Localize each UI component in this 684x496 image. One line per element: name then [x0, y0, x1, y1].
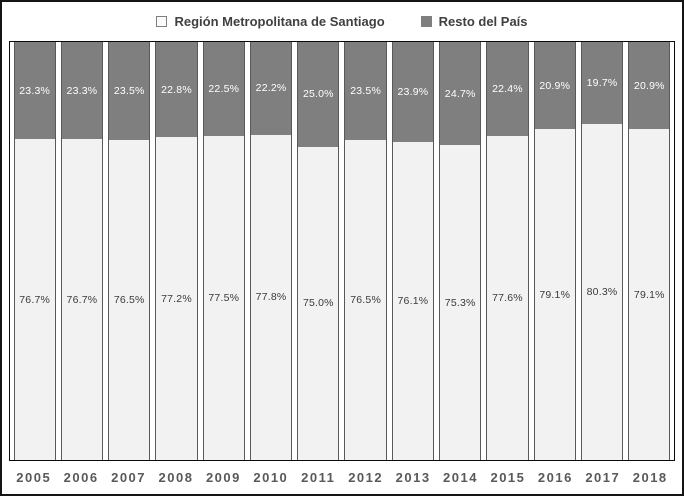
legend-swatch-light-icon — [156, 16, 168, 27]
bar-segment-region-metropolitana: 77.6% — [486, 135, 529, 460]
x-axis-label: 2013 — [395, 470, 431, 485]
bar-column: 22.8% 77.2% — [155, 42, 198, 460]
bar-segment-resto-del-pais: 22.4% — [486, 42, 529, 136]
plot-area: 23.3% 76.7% 23.3% 76.7% 23.5% 76.5% 22.8… — [9, 41, 675, 461]
bar-column: 22.5% 77.5% — [202, 42, 245, 460]
data-label-region-metropolitana: 77.2% — [161, 292, 192, 305]
data-label-region-metropolitana: 76.7% — [19, 293, 51, 306]
x-axis-label: 2015 — [490, 470, 526, 485]
x-axis-label: 2018 — [632, 470, 668, 485]
bar-segment-resto-del-pais: 20.9% — [533, 42, 576, 130]
bar-segment-resto-del-pais: 25.0% — [297, 42, 340, 147]
legend-item-resto-del-pais: Resto del País — [420, 14, 528, 29]
legend: Región Metropolitana de Santiago Resto d… — [2, 2, 682, 41]
data-label-region-metropolitana: 79.1% — [633, 288, 665, 301]
data-label-resto-del-pais: 22.5% — [208, 83, 240, 96]
bar-column: 20.9% 79.1% — [533, 42, 576, 460]
bar-segment-resto-del-pais: 22.2% — [249, 42, 293, 135]
data-label-resto-del-pais: 24.7% — [444, 87, 476, 100]
data-label-region-metropolitana: 77.8% — [255, 291, 287, 304]
x-axis-label: 2009 — [205, 470, 241, 485]
bar-segment-resto-del-pais: 24.7% — [439, 42, 482, 146]
bar-segment-region-metropolitana: 75.3% — [439, 145, 482, 460]
data-label-region-metropolitana: 76.1% — [397, 294, 429, 307]
data-label-resto-del-pais: 25.0% — [302, 88, 334, 101]
legend-label-resto-del-pais: Resto del País — [438, 14, 528, 29]
bar-segment-resto-del-pais: 23.3% — [13, 42, 56, 140]
bar-segment-region-metropolitana: 76.7% — [13, 139, 56, 460]
data-label-resto-del-pais: 23.3% — [66, 84, 98, 97]
bar-column: 20.9% 79.1% — [628, 42, 671, 460]
x-axis: 2005 2006 2007 2008 2009 2010 2011 2012 2013 2014… — [9, 461, 675, 494]
bar-segment-region-metropolitana: 80.3% — [580, 124, 624, 460]
bar-segment-region-metropolitana: 76.1% — [391, 141, 435, 460]
data-label-region-metropolitana: 75.3% — [444, 296, 476, 309]
data-label-resto-del-pais: 19.7% — [586, 77, 618, 90]
data-label-resto-del-pais: 20.9% — [633, 79, 665, 92]
data-label-resto-del-pais: 22.2% — [255, 82, 287, 95]
bar-segment-resto-del-pais: 19.7% — [580, 42, 624, 125]
x-axis-label: 2016 — [537, 470, 573, 485]
bar-column: 23.5% 76.5% — [108, 42, 151, 460]
x-axis-label: 2017 — [585, 470, 621, 485]
bar-segment-region-metropolitana: 77.2% — [155, 137, 198, 460]
bar-column: 23.3% 76.7% — [13, 42, 56, 460]
x-axis-label: 2014 — [443, 470, 478, 485]
bar-segment-region-metropolitana: 79.1% — [628, 129, 671, 460]
x-axis-label: 2006 — [63, 470, 99, 485]
bar-segment-region-metropolitana: 76.5% — [108, 140, 151, 460]
bar-segment-resto-del-pais: 23.5% — [108, 42, 151, 141]
bar-column: 23.9% 76.1% — [391, 42, 435, 460]
bar-segment-resto-del-pais: 23.9% — [391, 42, 435, 142]
data-label-region-metropolitana: 76.7% — [66, 293, 98, 306]
legend-swatch-dark-icon — [420, 16, 432, 27]
legend-item-region-metropolitana: Región Metropolitana de Santiago — [156, 14, 385, 29]
x-axis-label: 2008 — [158, 470, 194, 485]
data-label-region-metropolitana: 76.5% — [350, 294, 381, 307]
data-label-region-metropolitana: 75.0% — [302, 297, 334, 310]
bar-segment-resto-del-pais: 23.3% — [60, 42, 104, 140]
data-label-resto-del-pais: 20.9% — [539, 79, 571, 92]
bar-segment-region-metropolitana: 79.1% — [533, 129, 576, 460]
bar-column: 23.5% 76.5% — [344, 42, 387, 460]
data-label-region-metropolitana: 77.5% — [208, 292, 240, 305]
data-label-resto-del-pais: 23.5% — [113, 85, 145, 98]
bar-segment-resto-del-pais: 20.9% — [628, 42, 671, 130]
x-axis-label: 2005 — [16, 470, 52, 485]
bar-column: 22.2% 77.8% — [249, 42, 293, 460]
bar-segment-resto-del-pais: 23.5% — [344, 42, 387, 141]
data-label-resto-del-pais: 22.4% — [492, 82, 523, 95]
bar-column: 25.0% 75.0% — [297, 42, 340, 460]
data-label-region-metropolitana: 77.6% — [492, 291, 523, 304]
data-label-resto-del-pais: 23.5% — [350, 85, 381, 98]
x-axis-label: 2011 — [301, 470, 336, 485]
bar-segment-region-metropolitana: 77.5% — [202, 136, 245, 460]
x-axis-label: 2007 — [111, 470, 147, 485]
data-label-resto-del-pais: 22.8% — [161, 83, 192, 96]
bar-segment-region-metropolitana: 76.7% — [60, 139, 104, 460]
data-label-region-metropolitana: 79.1% — [539, 288, 571, 301]
bar-column: 23.3% 76.7% — [60, 42, 104, 460]
data-label-region-metropolitana: 76.5% — [113, 294, 145, 307]
legend-label-region-metropolitana: Región Metropolitana de Santiago — [174, 14, 385, 29]
data-label-resto-del-pais: 23.9% — [397, 85, 429, 98]
data-label-resto-del-pais: 23.3% — [19, 84, 51, 97]
bar-segment-region-metropolitana: 75.0% — [297, 146, 340, 460]
bar-segment-region-metropolitana: 77.8% — [249, 134, 293, 460]
bar-column: 22.4% 77.6% — [486, 42, 529, 460]
data-label-region-metropolitana: 80.3% — [586, 286, 618, 299]
bar-column: 19.7% 80.3% — [580, 42, 624, 460]
bar-segment-resto-del-pais: 22.8% — [155, 42, 198, 138]
bar-segment-region-metropolitana: 76.5% — [344, 140, 387, 460]
x-axis-label: 2012 — [348, 470, 384, 485]
bar-segment-resto-del-pais: 22.5% — [202, 42, 245, 137]
bar-column: 24.7% 75.3% — [439, 42, 482, 460]
x-axis-label: 2010 — [253, 470, 289, 485]
